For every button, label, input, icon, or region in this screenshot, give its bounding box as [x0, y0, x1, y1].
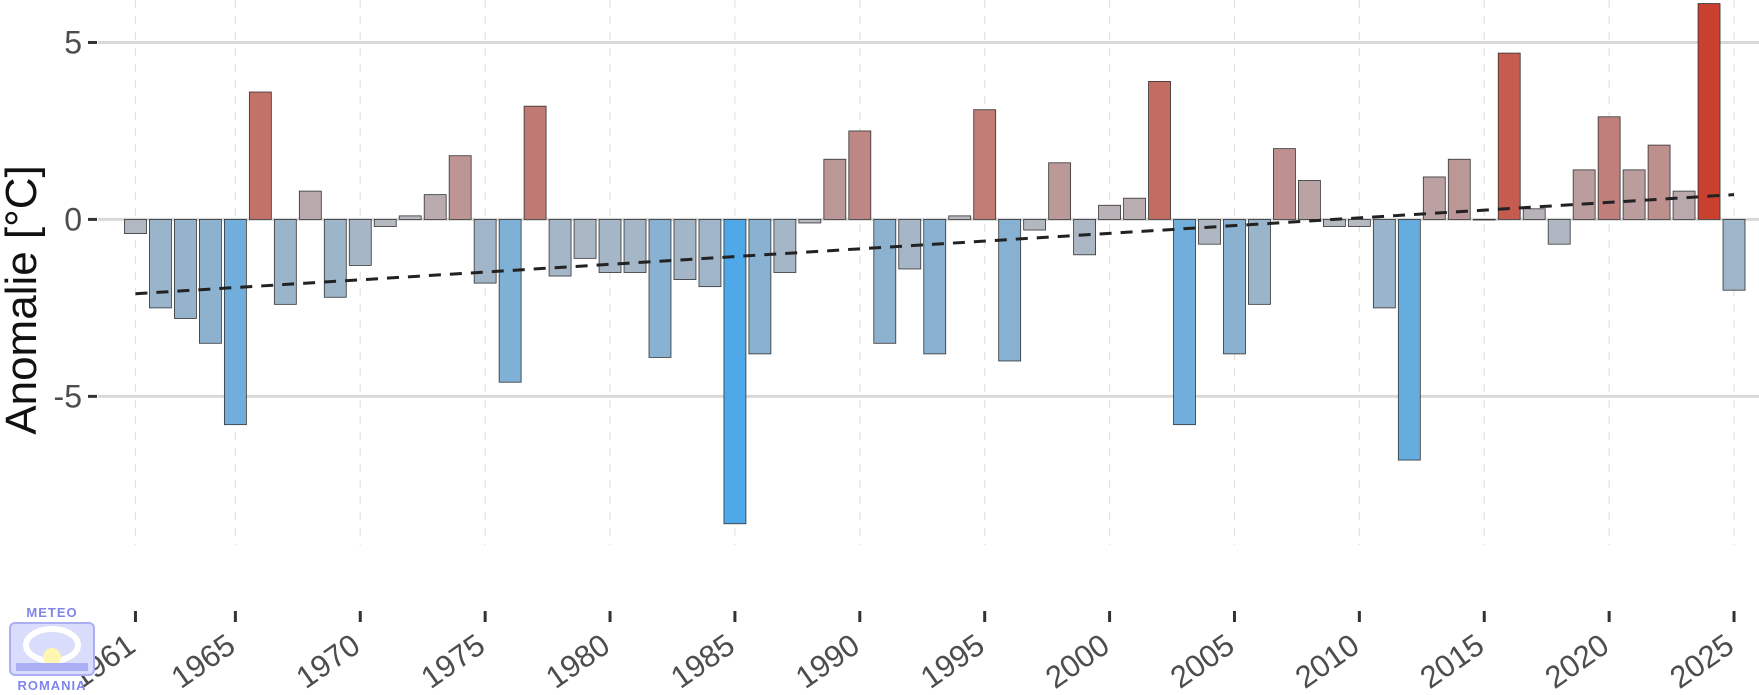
- bar-2012: [1397, 219, 1421, 461]
- bar-2006: [1248, 219, 1271, 305]
- bar-2014: [1447, 158, 1471, 220]
- bar-1981: [623, 219, 647, 273]
- bar-1970: [348, 219, 372, 266]
- bar-1975: [473, 219, 497, 284]
- bar-2008: [1298, 180, 1321, 220]
- bar-1987: [773, 219, 797, 273]
- bar-1997: [1023, 219, 1047, 231]
- logo-top-text: METEO: [26, 605, 78, 620]
- bar-1967: [273, 219, 297, 305]
- bar-2017: [1522, 208, 1546, 220]
- bar-2001: [1123, 197, 1146, 220]
- bar-1974: [448, 155, 472, 220]
- bar-2010: [1347, 219, 1371, 227]
- bar-2022: [1647, 144, 1671, 220]
- bar-2005: [1223, 219, 1246, 355]
- bar-1968: [298, 190, 322, 220]
- bar-1961: [124, 219, 147, 234]
- x-tick-label-2000: 2000: [1039, 627, 1116, 695]
- y-tick-label-5: 5: [64, 24, 82, 60]
- x-tick-label-1970: 1970: [290, 627, 367, 695]
- bar-1996: [998, 219, 1022, 362]
- bar-1994: [948, 215, 972, 220]
- bar-2011: [1372, 219, 1396, 309]
- trend-line: [135, 193, 1735, 296]
- y-tick-label--5: -5: [54, 378, 82, 414]
- bar-1971: [373, 219, 397, 227]
- x-tick-label-2025: 2025: [1663, 627, 1740, 695]
- bar-2015: [1472, 219, 1496, 221]
- x-tick-label-1965: 1965: [165, 627, 242, 695]
- x-tick-label-1975: 1975: [415, 627, 492, 695]
- x-tick-label-2020: 2020: [1539, 627, 1616, 695]
- bar-2021: [1622, 169, 1646, 220]
- x-tick-label-2005: 2005: [1164, 627, 1241, 695]
- bar-2024: [1697, 3, 1721, 220]
- bar-2023: [1672, 190, 1696, 220]
- bar-1962: [149, 219, 172, 309]
- bar-1966: [248, 91, 272, 220]
- bar-1985: [723, 219, 747, 525]
- bar-1969: [323, 219, 347, 298]
- bar-2013: [1422, 176, 1446, 220]
- y-axis-title: Anomalie [°C]: [0, 165, 46, 435]
- bar-2000: [1098, 204, 1121, 220]
- x-axis: 1961 1965 1970 1975 1980 1985 1990 1995 2000 2005…: [65, 611, 1740, 695]
- meteo-romania-logo: METEO ROMANIA: [4, 605, 100, 693]
- y-axis: -5 0 5: [54, 24, 97, 414]
- bar-1977: [523, 105, 547, 220]
- x-tick-label-1990: 1990: [789, 627, 866, 695]
- bar-2019: [1572, 169, 1596, 220]
- y-tick-label-0: 0: [64, 201, 82, 237]
- logo-emblem-icon: [9, 622, 95, 676]
- bar-1999: [1073, 219, 1096, 256]
- bar-1963: [174, 219, 197, 319]
- bars-group: [124, 3, 1746, 525]
- bar-2016: [1497, 52, 1521, 220]
- bar-1978: [548, 219, 572, 277]
- bar-1972: [398, 215, 422, 220]
- bar-1976: [498, 219, 522, 383]
- bar-1979: [573, 219, 597, 259]
- bar-1993: [923, 219, 947, 355]
- bar-2002: [1148, 80, 1171, 220]
- y-axis-title-box: Anomalie [°C]: [0, 140, 46, 460]
- x-tick-label-1995: 1995: [914, 627, 991, 695]
- bar-1965: [223, 219, 247, 426]
- bar-2007: [1273, 148, 1296, 220]
- bar-1990: [848, 130, 872, 220]
- logo-bottom-text: ROMANIA: [17, 678, 87, 693]
- bar-1982: [648, 219, 672, 358]
- bar-1973: [423, 194, 447, 220]
- bar-1983: [673, 219, 697, 280]
- bar-2025: [1722, 219, 1746, 291]
- bar-1984: [698, 219, 722, 288]
- bar-2003: [1173, 219, 1196, 426]
- bar-1991: [873, 219, 897, 344]
- bar-1998: [1048, 162, 1072, 220]
- x-tick-label-1985: 1985: [664, 627, 741, 695]
- bar-1964: [199, 219, 222, 344]
- bar-1980: [598, 219, 622, 273]
- bar-1988: [798, 219, 822, 224]
- bar-1989: [823, 158, 847, 220]
- trend-line-group: [135, 193, 1735, 296]
- bar-1986: [748, 219, 772, 355]
- bar-2004: [1198, 219, 1221, 245]
- bar-1995: [973, 109, 997, 220]
- bar-2020: [1597, 116, 1621, 220]
- x-tick-label-2010: 2010: [1289, 627, 1366, 695]
- x-tick-label-2015: 2015: [1414, 627, 1491, 695]
- x-tick-label-1980: 1980: [539, 627, 616, 695]
- bar-2018: [1547, 219, 1571, 245]
